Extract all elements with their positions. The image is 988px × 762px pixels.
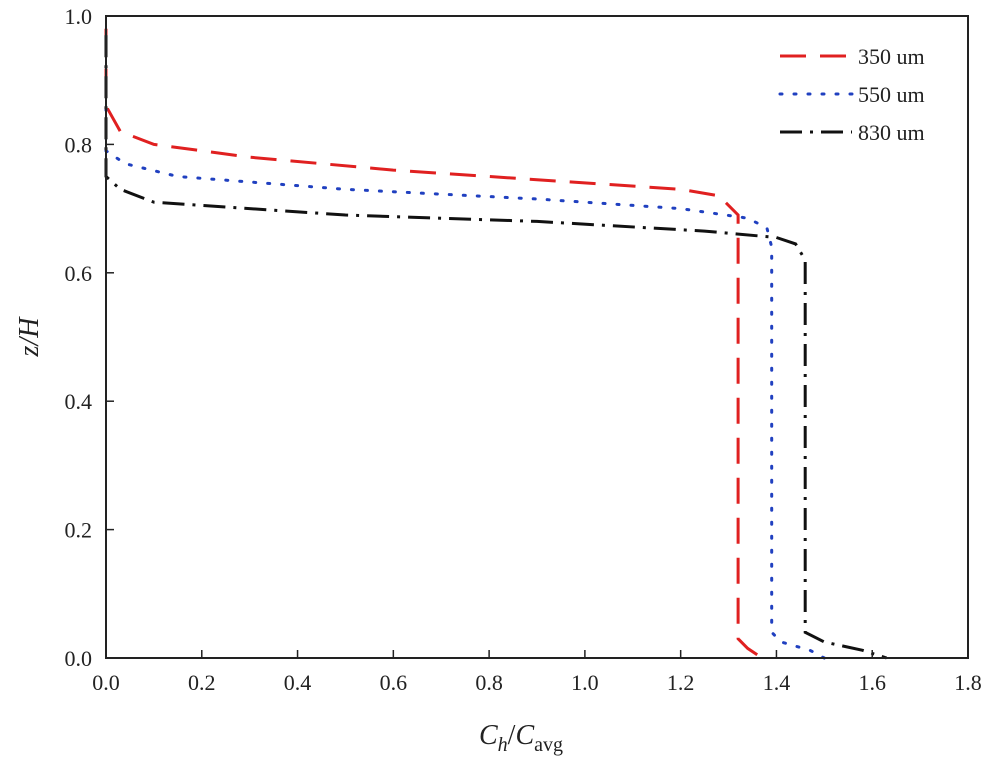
x-tick-label: 0.0 [92,670,120,695]
x-tick-label: 1.2 [667,670,695,695]
y-tick-label: 0.2 [65,518,93,543]
x-axis-title-denom-sub: avg [534,734,563,756]
x-tick-label: 1.6 [858,670,886,695]
x-tick-label: 0.8 [475,670,503,695]
x-axis-title-main-sub: h [498,734,508,756]
y-axis-title: z/H [14,316,45,358]
labels-layer: 0.0 0.2 0.4 0.6 0.8 1.0 1.2 1.4 1.6 1.8 0.0 0.2 0.4 0… [65,4,982,695]
legend-label: 830 um [858,120,925,145]
y-tick-label: 0.4 [65,389,93,414]
series-layer [104,28,888,660]
y-tick-label: 0.8 [65,132,93,157]
x-tick-label: 1.0 [571,670,599,695]
x-axis-title-denom: C [515,720,534,751]
series-line-350-um [104,28,763,660]
legend-label: 550 um [858,82,925,107]
x-tick-label: 1.8 [954,670,982,695]
y-tick-label: 0.6 [65,261,93,286]
x-tick-label: 0.2 [188,670,216,695]
y-tick-label: 1.0 [65,4,93,29]
y-tick-label: 0.0 [65,646,93,671]
x-axis-title-sep: / [508,720,516,751]
legend-label: 350 um [858,44,925,69]
series-line-830-um [104,35,888,660]
x-axis-title-main: C [479,720,498,751]
legend: 350 um 550 um 830 um [778,44,925,145]
plot-frame [105,15,969,659]
ticks-layer [105,15,969,659]
x-tick-label: 1.4 [763,670,791,695]
x-tick-label: 0.6 [380,670,408,695]
x-axis-title: Ch/Cavg [479,720,563,756]
series-line-550-um [104,78,826,660]
x-tick-label: 0.4 [284,670,312,695]
